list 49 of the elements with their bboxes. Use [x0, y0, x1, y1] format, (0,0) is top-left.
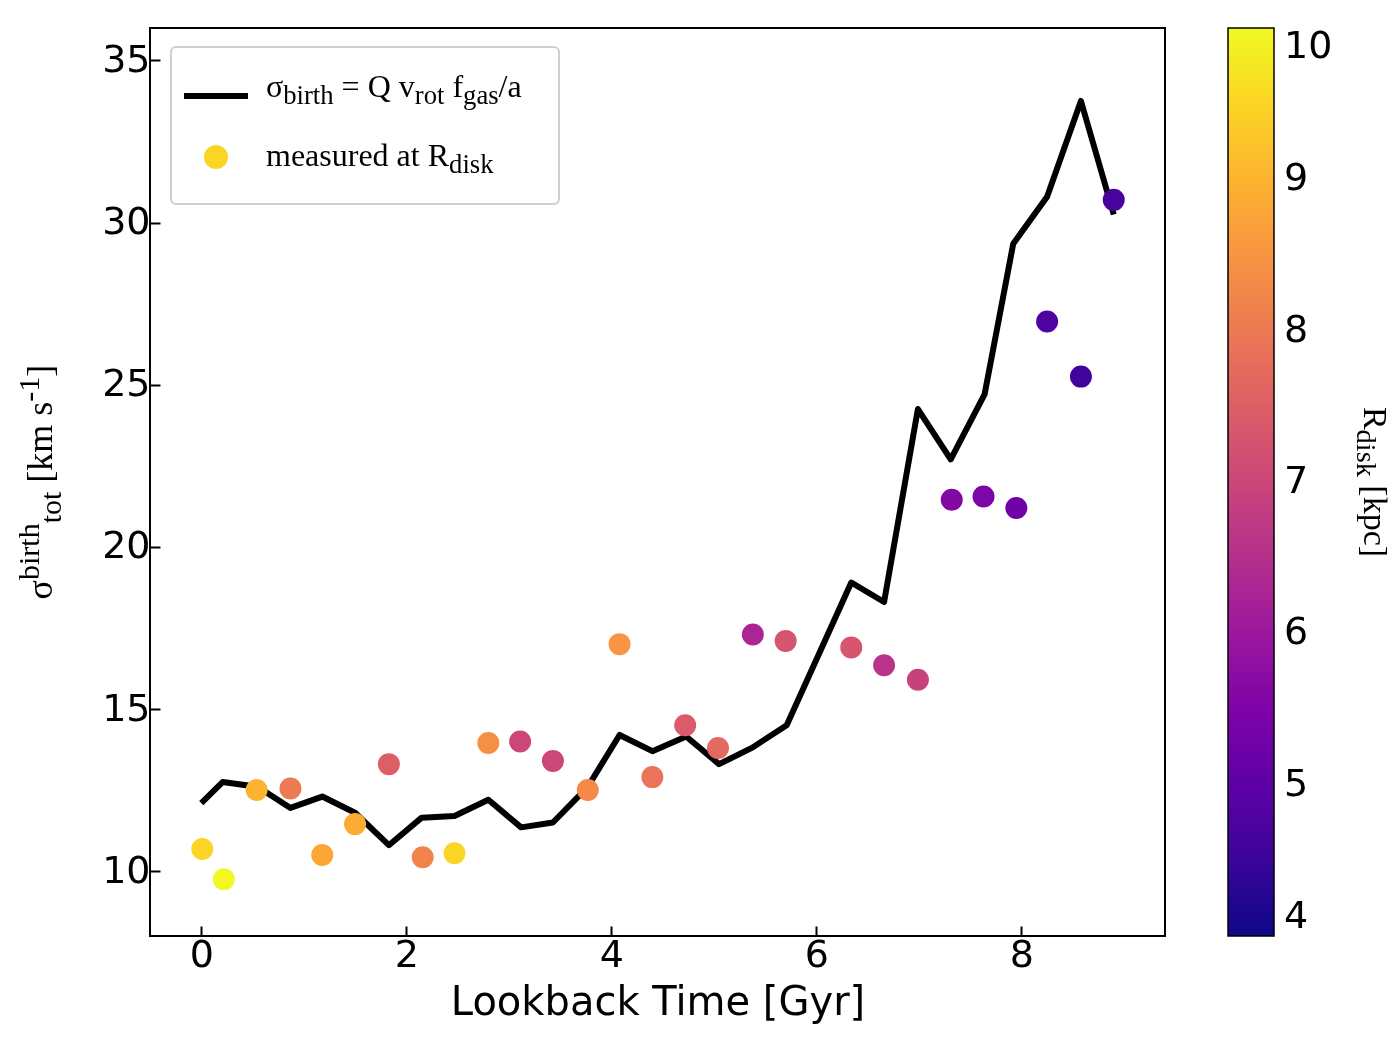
- x-tick-label: 0: [189, 931, 214, 976]
- x-tick-label: 4: [599, 931, 624, 976]
- point: [311, 843, 334, 866]
- point: [212, 868, 235, 891]
- point: [541, 749, 564, 772]
- x-tick-label: 8: [1009, 931, 1035, 976]
- point: [1005, 496, 1028, 519]
- color-bar-label: 6: [1284, 609, 1309, 654]
- point: [477, 732, 500, 755]
- point: [279, 777, 302, 800]
- color-bar-label: 10: [1284, 23, 1333, 67]
- legend-label: measured at R$_{disk}$: [266, 137, 494, 180]
- color-bar-label: 7: [1284, 458, 1309, 502]
- point: [706, 736, 729, 759]
- x-axis-title: Lookback Time [Gyr]: [450, 977, 866, 1024]
- point: [840, 636, 863, 659]
- color-bar-label: 8: [1284, 306, 1309, 351]
- point: [377, 753, 400, 776]
- color-bar-label: 5: [1284, 760, 1309, 805]
- point: [509, 730, 532, 753]
- point: [940, 488, 963, 511]
- y-tick-label: 20: [102, 523, 151, 568]
- legend-label: σ$_{birth}$ = Q v$_{rot}$ f$_{gas}$/a: [266, 68, 522, 111]
- y-tick-label: 15: [102, 685, 151, 730]
- point: [608, 633, 631, 656]
- color-bar-label: 9: [1284, 155, 1309, 200]
- point: [443, 842, 466, 865]
- point: [873, 654, 896, 677]
- y-tick-label: 30: [102, 199, 151, 244]
- point: [576, 779, 599, 802]
- point: [906, 668, 929, 691]
- point: [344, 813, 367, 836]
- y-tick-label: 25: [102, 361, 151, 406]
- y-tick-label: 35: [102, 36, 151, 81]
- y-tick-label: 10: [102, 847, 151, 892]
- point: [411, 846, 434, 869]
- point: [1102, 188, 1125, 211]
- point: [245, 779, 268, 802]
- color-bar-label: 4: [1284, 893, 1309, 937]
- point: [1069, 365, 1092, 388]
- point: [1036, 310, 1059, 333]
- x-tick-label: 2: [394, 931, 419, 976]
- point: [972, 485, 995, 508]
- point: [774, 629, 797, 652]
- x-tick-label: 6: [804, 931, 830, 976]
- point: [674, 714, 697, 737]
- point: [641, 766, 664, 789]
- point: [191, 838, 214, 861]
- point: [741, 623, 764, 646]
